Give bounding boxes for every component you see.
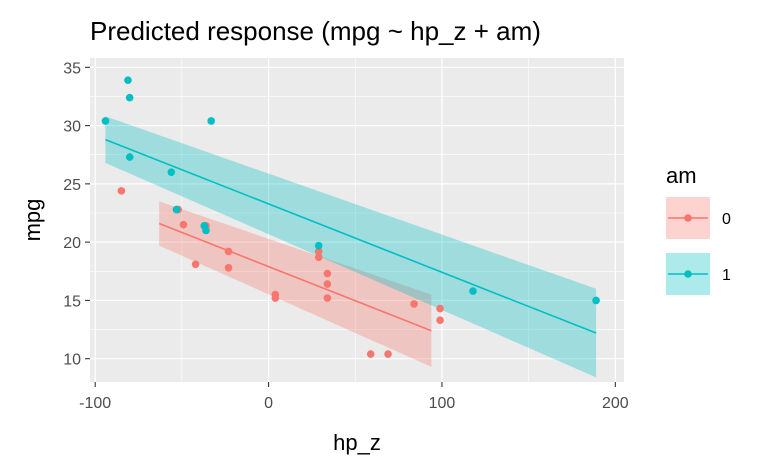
x-tick-label: 0 [264, 395, 273, 412]
fit-lines [105, 138, 597, 334]
point-am-0 [436, 316, 444, 325]
point-am-0 [436, 304, 444, 313]
fit-line-am-0 [158, 222, 432, 332]
y-tick-label: 25 [63, 177, 81, 194]
point-am-0 [384, 350, 392, 358]
y-tick-label: 10 [63, 352, 81, 369]
x-tick-label: 100 [429, 395, 456, 412]
point-am-0 [224, 247, 233, 256]
point-am-1 [207, 117, 215, 125]
x-tick-label: 200 [602, 395, 629, 412]
point-am-1 [101, 117, 110, 125]
point-am-0 [323, 269, 332, 278]
plot-panel [90, 58, 624, 382]
legend-point-am-0 [684, 214, 692, 222]
point-am-1 [167, 168, 176, 177]
x-tick-label: -100 [79, 395, 111, 412]
legend-label-am-0: 0 [722, 211, 731, 228]
point-am-0 [271, 294, 280, 302]
data-points [101, 76, 600, 358]
y-tick-label: 30 [63, 119, 81, 136]
grid-minor [90, 58, 624, 382]
legend-point-am-1 [684, 270, 692, 278]
ribbons [105, 116, 597, 378]
point-am-1 [172, 205, 181, 214]
point-am-1 [469, 287, 477, 295]
point-am-1 [125, 93, 134, 102]
fit-line-am-1 [105, 138, 597, 334]
point-am-1 [592, 296, 600, 305]
point-am-1 [202, 226, 210, 235]
point-am-0 [323, 294, 332, 302]
y-tick-label: 35 [63, 60, 81, 77]
point-am-0 [366, 350, 375, 358]
y-tick-label: 20 [63, 235, 81, 252]
point-am-0 [191, 260, 200, 269]
point-am-0 [117, 187, 126, 195]
point-am-0 [323, 280, 332, 288]
legend-label-am-1: 1 [722, 267, 731, 284]
y-axis-title: mpg [20, 199, 45, 242]
legend-title: am [666, 163, 697, 188]
legend: 01 [666, 197, 731, 295]
y-tick-label: 15 [63, 293, 81, 310]
x-axis-title: hp_z [333, 430, 381, 455]
ribbon-am-1 [105, 116, 597, 378]
chart-title: Predicted response (mpg ~ hp_z + am) [90, 16, 541, 46]
point-am-1 [314, 241, 323, 250]
point-am-0 [179, 220, 188, 229]
point-am-0 [410, 300, 418, 308]
point-am-1 [124, 76, 132, 84]
grid-major [90, 58, 624, 382]
point-am-0 [314, 253, 323, 262]
axis-ticks: -100 0 100 200 10 15 20 25 30 35 [63, 60, 629, 412]
point-am-1 [125, 153, 134, 161]
point-am-0 [224, 263, 233, 272]
ribbon-am-0 [159, 201, 432, 367]
point-am-0 [314, 247, 323, 256]
